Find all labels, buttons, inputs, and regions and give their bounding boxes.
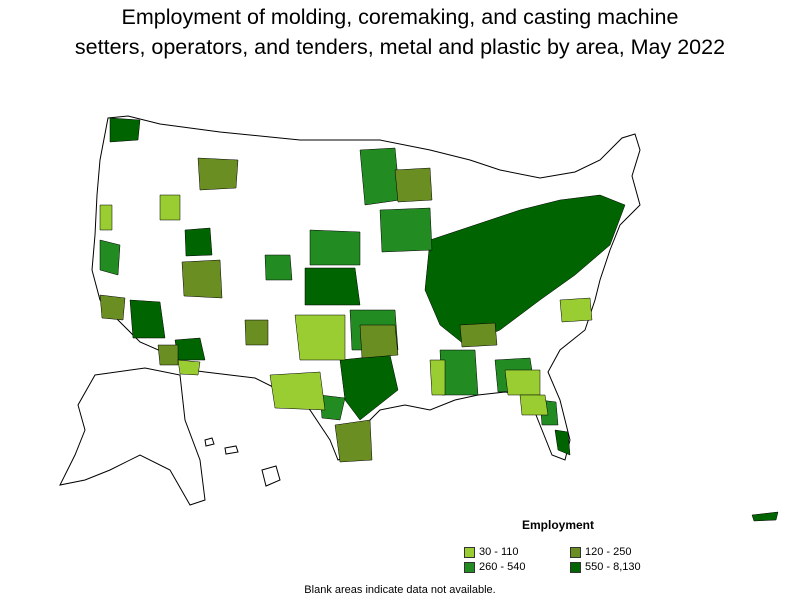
legend-swatch-light — [464, 546, 475, 558]
legend-swatch-olive — [570, 546, 581, 558]
legend-label-550-8130: 550 - 8,130 — [585, 561, 641, 573]
legend-item-260-540: 260 - 540 — [464, 560, 525, 574]
region-olive-az — [157, 344, 179, 366]
region-dark-fl — [554, 429, 571, 456]
region-olive-tn — [459, 322, 498, 348]
region-mid-mn — [359, 147, 401, 206]
region-dark-ut — [184, 227, 213, 257]
region-light-al — [429, 359, 446, 396]
region-dark-az — [129, 299, 166, 339]
region-olive-ut — [181, 259, 223, 299]
legend-label-30-110: 30 - 110 — [479, 546, 519, 558]
region-dark-wa — [109, 117, 141, 143]
region-olive-ms — [359, 324, 399, 359]
region-light-ca — [99, 204, 113, 231]
region-light-id — [159, 194, 181, 221]
region-olive-ca — [99, 294, 126, 321]
region-olive-mt — [197, 157, 239, 191]
title-line-2: setters, operators, and tenders, metal a… — [74, 35, 726, 59]
regions-30-110 — [99, 194, 593, 416]
legend-item-30-110: 30 - 110 — [464, 545, 519, 559]
region-olive-tx — [334, 419, 373, 463]
regions-550-8130 — [109, 117, 779, 522]
region-light-ga — [504, 369, 541, 396]
title-line-1: Employment of molding, coremaking, and c… — [121, 5, 679, 29]
regions-120-250 — [99, 157, 498, 463]
region-dark-az2 — [174, 337, 206, 361]
region-dark-pr — [751, 511, 779, 522]
region-light-nc — [559, 297, 593, 323]
blank-areas-note: Blank areas indicate data not available. — [304, 584, 496, 596]
hawaii-outline — [204, 437, 281, 487]
legend-label-120-250: 120 - 250 — [585, 546, 632, 558]
region-olive-wi — [394, 167, 433, 203]
legend-title: Employment — [522, 518, 595, 532]
map-title: Employment of molding, coremaking, and c… — [0, 2, 800, 62]
region-light-tx — [294, 314, 346, 361]
legend-swatch-mid — [464, 561, 475, 573]
alaska-outline — [59, 367, 206, 506]
region-light-tx2 — [269, 371, 326, 411]
region-dark-ne — [424, 194, 626, 346]
region-mid-tx — [319, 394, 346, 421]
region-mid-co — [264, 254, 293, 281]
region-dark-ks — [304, 267, 361, 306]
legend-swatch-dark — [570, 561, 581, 573]
region-mid-ne — [309, 229, 361, 266]
region-mid-ia — [379, 207, 433, 253]
region-light-az — [177, 359, 201, 376]
region-mid-ms — [439, 349, 479, 396]
legend-label-260-540: 260 - 540 — [479, 561, 526, 573]
region-light-fl — [519, 394, 549, 416]
region-mid-ca — [99, 239, 121, 276]
legend-item-550-8130: 550 - 8,130 — [570, 560, 641, 574]
legend-item-120-250: 120 - 250 — [570, 545, 631, 559]
region-olive-nm — [244, 319, 269, 346]
